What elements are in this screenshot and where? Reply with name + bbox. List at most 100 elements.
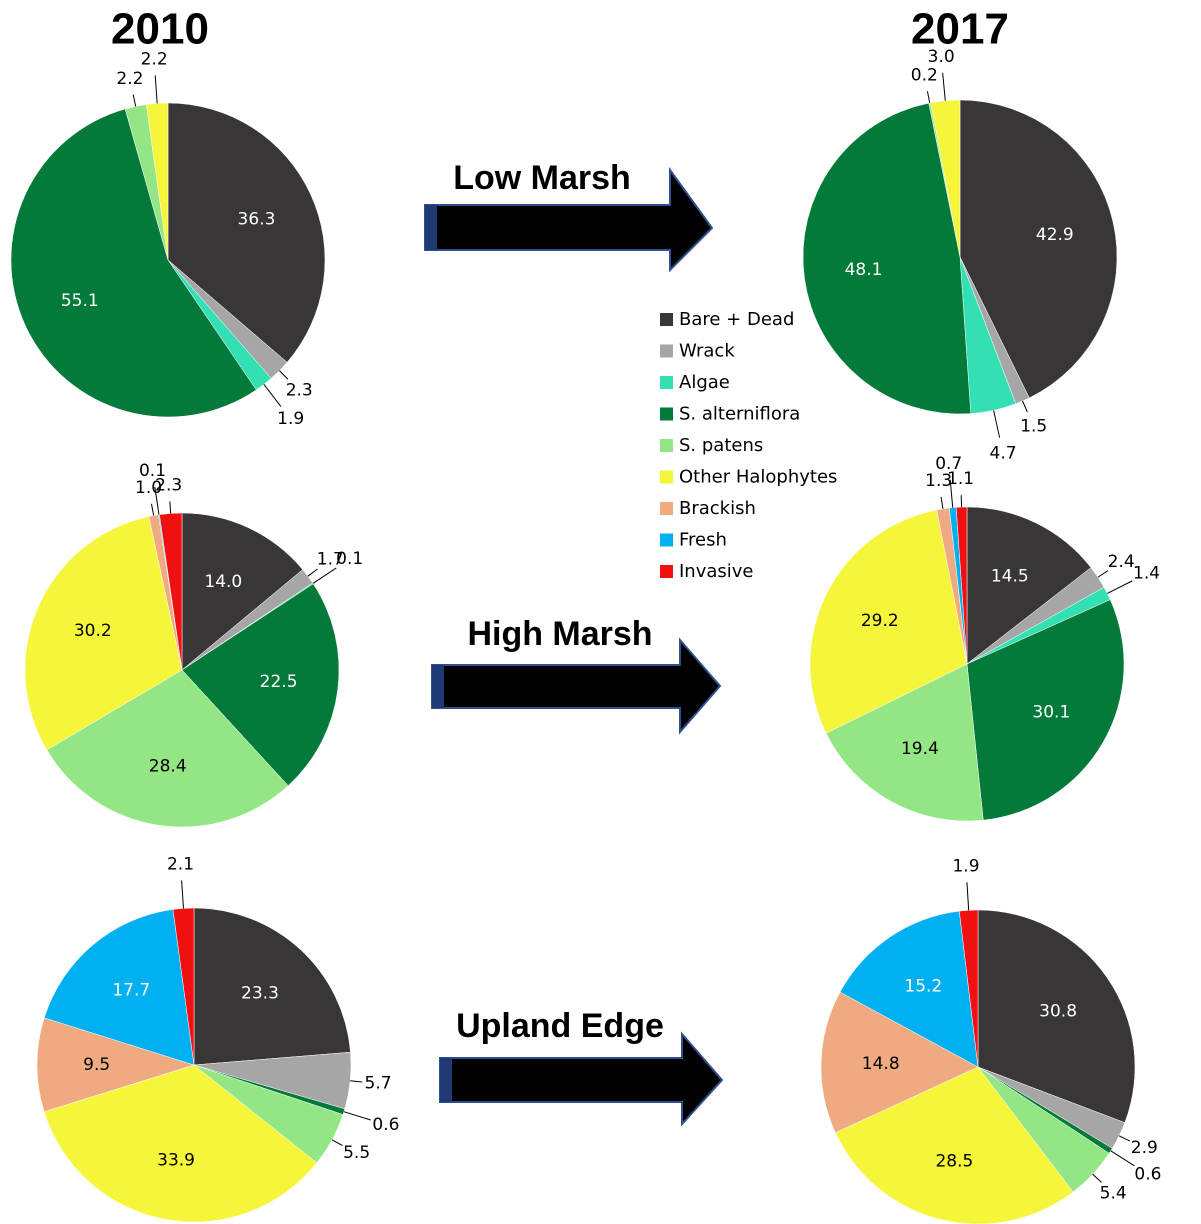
value-label: 14.8: [862, 1054, 900, 1074]
value-label: 23.3: [241, 983, 279, 1003]
leader-line: [1092, 1173, 1102, 1183]
leader-line: [307, 568, 318, 577]
value-label: 19.4: [901, 739, 939, 759]
value-label: 1.4: [1133, 564, 1160, 584]
value-label: 1.1: [947, 469, 974, 489]
pie-slice: [820, 991, 979, 1134]
legend-swatch: [660, 470, 673, 484]
leader-line: [1110, 1150, 1135, 1167]
value-label: 2.9: [1131, 1138, 1158, 1158]
value-label: 0.7: [935, 454, 962, 474]
value-label: 0.1: [336, 549, 363, 569]
leader-line: [966, 882, 970, 911]
pie-slice: [930, 99, 961, 258]
value-label: 9.5: [83, 1055, 110, 1075]
pie-slice: [36, 1017, 195, 1113]
pie-slice: [181, 583, 340, 787]
pie-slice: [46, 669, 289, 828]
value-label: 2.4: [1108, 552, 1135, 572]
value-label: 28.4: [149, 756, 187, 776]
leader-line: [926, 91, 931, 104]
value-label: 42.9: [1036, 225, 1074, 245]
legend-swatch: [660, 565, 673, 578]
leader-line: [331, 1139, 343, 1147]
value-label: 30.2: [74, 621, 112, 641]
year-title: 2010: [111, 5, 209, 54]
legend-swatch: [660, 376, 673, 389]
value-label: 3.0: [928, 47, 955, 67]
pie-slice: [146, 102, 169, 261]
leader-line: [1097, 570, 1109, 578]
value-label: 2.3: [155, 475, 182, 495]
value-label: 14.0: [204, 572, 242, 592]
leader-line: [949, 479, 954, 508]
arrow: [424, 166, 714, 273]
leader-line: [312, 567, 337, 584]
value-label: 2.3: [286, 380, 313, 400]
value-label: 0.6: [372, 1115, 399, 1135]
value-label: 2.2: [141, 49, 168, 69]
value-label: 1.7: [317, 549, 344, 569]
value-label: 1.9: [277, 409, 304, 429]
leader-line: [993, 410, 1001, 438]
leader-line: [1107, 580, 1133, 594]
pie-slice: [193, 907, 351, 1066]
pie-slice: [839, 910, 979, 1068]
leader-line: [169, 501, 172, 514]
legend-label: Bare + Dead: [679, 309, 794, 330]
pie-slice: [809, 509, 968, 734]
leader-line: [132, 94, 137, 107]
pie-slice: [167, 102, 326, 363]
legend-swatch: [660, 439, 673, 452]
pie-slice: [825, 663, 984, 822]
legend-label: Fresh: [679, 530, 727, 551]
pie-slice: [966, 506, 1092, 665]
pie-slice: [43, 909, 195, 1066]
pie-slice: [159, 512, 183, 671]
pie-slice: [24, 516, 183, 751]
legend-label: Other Halophytes: [679, 467, 837, 488]
year-title: 2017: [911, 5, 1009, 54]
row-label: High Marsh: [467, 615, 652, 653]
leader-line: [350, 1080, 363, 1083]
arrow: [439, 1031, 724, 1127]
pie-slice: [181, 512, 304, 671]
value-label: 0.1: [139, 461, 166, 481]
value-label: 5.4: [1100, 1183, 1127, 1203]
value-label: 0.2: [911, 65, 938, 85]
value-label: 30.1: [1032, 703, 1070, 723]
leader-line: [263, 384, 282, 407]
value-label: 33.9: [157, 1151, 195, 1171]
legend-label: S. alterniflora: [679, 404, 800, 425]
value-label: 1.9: [952, 856, 979, 876]
value-label: 17.7: [112, 981, 150, 1001]
pie-slice: [977, 909, 1136, 1123]
leader-line: [343, 1111, 371, 1121]
leader-line: [150, 503, 155, 516]
arrow: [431, 637, 722, 735]
leader-line: [1118, 1135, 1131, 1142]
legend-swatch: [660, 533, 673, 547]
leader-line: [181, 880, 184, 909]
value-label: 4.7: [990, 443, 1017, 463]
leader-line: [1022, 400, 1028, 413]
pie-slice: [43, 1064, 318, 1223]
pie-slice: [802, 102, 972, 415]
legend-swatch: [660, 344, 673, 358]
value-label: 15.2: [904, 976, 942, 996]
value-label: 2.2: [116, 69, 143, 89]
value-label: 5.7: [365, 1074, 392, 1094]
value-label: 14.5: [991, 567, 1029, 587]
leader-line: [154, 75, 158, 104]
legend-swatch: [660, 407, 673, 421]
leader-line: [940, 496, 944, 509]
legend-label: S. patens: [679, 435, 763, 456]
value-label: 29.2: [861, 611, 899, 631]
legend-swatch: [660, 502, 673, 515]
value-label: 36.3: [238, 209, 276, 229]
legend-label: Brackish: [679, 498, 756, 519]
row-label: Upland Edge: [456, 1007, 664, 1045]
pie-slice: [835, 1066, 1074, 1224]
pie-slice: [966, 599, 1125, 821]
